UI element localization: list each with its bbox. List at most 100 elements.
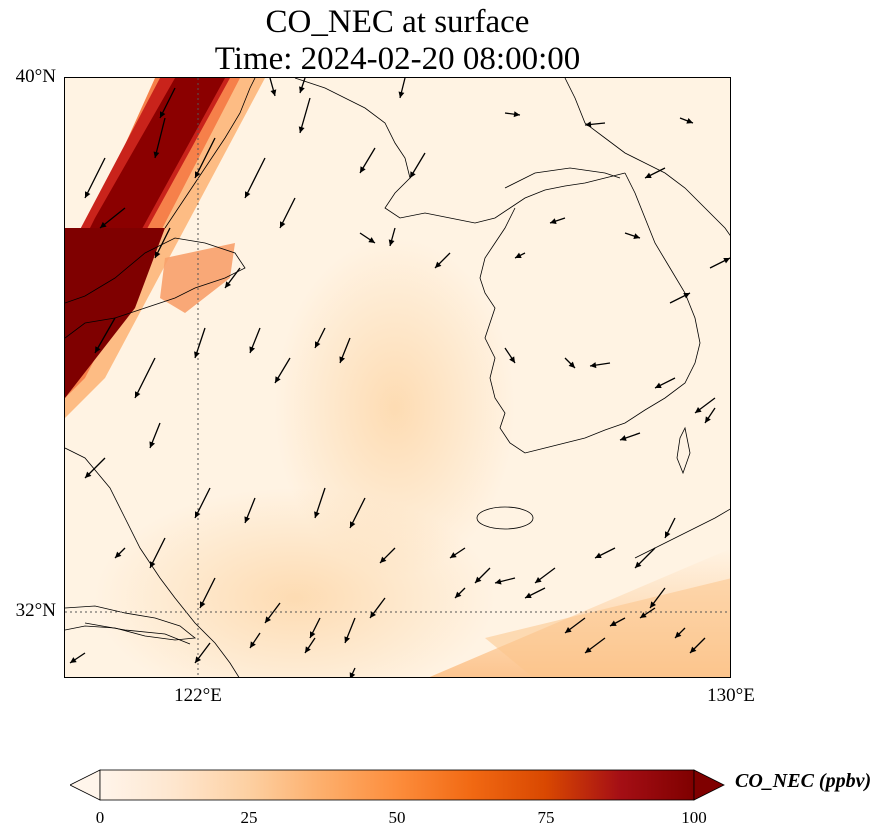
wind-arrow-head (368, 237, 375, 243)
wind-arrow-head (705, 416, 711, 423)
map-title-line2: Time: 2024-02-20 08:00:00 (214, 41, 581, 77)
wind-arrow-head (380, 556, 387, 563)
lat-tick-40n: 40°N (15, 66, 56, 87)
wind-arrow-head (585, 647, 592, 653)
wind-arrow-head (610, 620, 617, 626)
wind-arrow-head (655, 382, 662, 388)
liaodong-west (164, 78, 256, 229)
wind-arrow-head (350, 521, 356, 528)
wind-arrow-head (568, 361, 575, 368)
wind-arrow-head (675, 631, 682, 638)
wind-arrow-head (513, 111, 520, 118)
wind-arrow-head (349, 672, 356, 677)
colorbar-tick-25: 25 (240, 808, 258, 827)
wind-arrow-head (410, 171, 416, 178)
colorbar-tick-100: 100 (681, 808, 707, 827)
wind-arrow (134, 357, 156, 399)
wind-arrow-head (244, 516, 251, 523)
wind-arrow-head (195, 656, 201, 663)
wind-arrow-head (550, 218, 557, 224)
wind-arrow-head (565, 627, 572, 633)
wind-arrow-head (590, 362, 597, 369)
wind-arrow-head (115, 551, 122, 558)
wind-arrow-head (515, 252, 522, 258)
shandong-peninsula (65, 237, 246, 339)
colorbar-tick-50: 50 (388, 808, 406, 827)
wind-arrow-head (150, 561, 156, 568)
plume-dark-core-west (65, 228, 165, 398)
wind-arrow-head (249, 346, 256, 353)
colorbar-label: CO_NEC (ppbv) (735, 770, 872, 792)
wind-arrow-head (620, 435, 627, 441)
wind-arrow-head (135, 391, 141, 398)
colorbar-gradient (99, 769, 695, 801)
wind-arrow-head (690, 646, 697, 653)
wind-arrow-head (344, 636, 351, 643)
lon-tick-122e: 122°E (174, 685, 222, 706)
wind-vectors (69, 78, 730, 677)
wind-arrow-head (70, 657, 77, 663)
wind-arrow-head (100, 221, 107, 228)
map-canvas (65, 78, 730, 677)
korean-peninsula (479, 172, 701, 454)
colorbar-extend-low (70, 769, 101, 801)
wind-arrow-head (153, 151, 160, 158)
wind-arrow (84, 157, 106, 199)
wind-arrow-head (270, 89, 277, 96)
wind-arrow-head (95, 346, 101, 353)
wind-arrow-head (360, 166, 366, 173)
wind-arrow-head (149, 441, 156, 448)
colorbar-extend-high (693, 769, 725, 801)
wind-arrow-head (195, 171, 201, 178)
map-title-line1: CO_NEC at surface (265, 4, 530, 40)
wind-arrow-head (388, 239, 395, 246)
colorbar-tick-75: 75 (537, 808, 555, 827)
kyushu-coast (634, 508, 730, 559)
wind-arrow-head (194, 351, 200, 358)
wind-arrow-head (245, 191, 251, 198)
wind-arrow-head (299, 86, 305, 93)
wind-arrow-head (85, 191, 91, 198)
wind-arrow-head (650, 601, 656, 608)
north-korea-east-coast (564, 78, 730, 236)
wind-arrow (244, 157, 266, 199)
wind-arrow-head (315, 341, 321, 348)
wind-arrow-head (265, 616, 271, 623)
wind-arrow-head (525, 592, 532, 598)
colorbar-tick-0: 0 (95, 808, 105, 827)
lat-tick-32n: 32°N (15, 600, 56, 621)
wind-arrow-head (695, 407, 702, 413)
wind-arrow-head (475, 576, 482, 583)
wind-arrow-head (450, 552, 457, 558)
wind-arrow-head (686, 118, 693, 124)
wind-arrow-head (723, 258, 730, 264)
wind-arrow (94, 317, 116, 354)
chongming-island (84, 622, 191, 645)
coastlines (65, 78, 730, 677)
wind-arrow-head (435, 261, 442, 268)
wind-arrow-head (635, 561, 642, 568)
wind-arrow-head (275, 376, 281, 383)
wind-arrow-head (633, 233, 640, 239)
china-east-coast (65, 447, 240, 677)
wind-arrow (350, 667, 356, 677)
wind-arrow-head (398, 91, 405, 98)
wind-arrow-head (455, 591, 462, 598)
wind-arrow-head (314, 511, 320, 518)
wind-arrow-head (495, 578, 502, 585)
wind-arrow-head (225, 281, 231, 288)
liaoning-coast (294, 78, 626, 224)
wind-arrow-head (195, 511, 201, 518)
wind-arrow-head (509, 356, 515, 363)
wind-arrow-head (665, 531, 671, 538)
tsushima-island (676, 426, 691, 475)
lon-tick-130e: 130°E (707, 685, 755, 706)
border-river (504, 167, 621, 189)
wind-arrow-head (683, 293, 690, 299)
wind-arrow-head (298, 126, 305, 133)
wind-arrow-head (85, 471, 92, 478)
wind-arrow-head (305, 646, 311, 653)
wind-arrow (154, 117, 166, 159)
wind-arrow-head (250, 641, 256, 648)
concentration-band-southeast (485, 578, 730, 677)
